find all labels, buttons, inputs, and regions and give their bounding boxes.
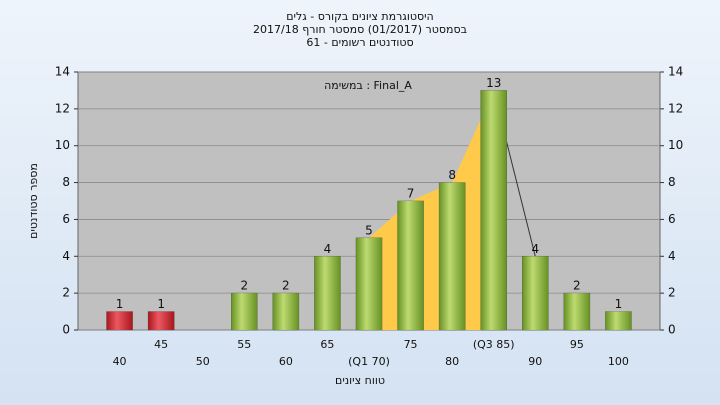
bar-shade (605, 311, 632, 330)
data-label: 4 (324, 242, 332, 256)
bar-shade (148, 311, 175, 330)
y-tick-label: 12 (668, 101, 683, 115)
data-label: 2 (282, 279, 290, 293)
x-tick-label: 95 (570, 338, 584, 351)
bar-shade (231, 293, 258, 330)
bar-shade (480, 90, 507, 330)
y-tick-label: 10 (668, 138, 683, 152)
data-label: 1 (116, 297, 124, 311)
y-tick-label: 14 (55, 65, 70, 79)
y-tick-label: 2 (62, 286, 70, 300)
x-tick-label: 90 (528, 355, 542, 368)
x-tick-label: 45 (154, 338, 168, 351)
y-tick-label: 14 (668, 65, 683, 79)
y-tick-label: 6 (668, 212, 676, 226)
y-tick-label: 0 (668, 323, 676, 337)
y-tick-label: 4 (62, 249, 70, 263)
y-axis-label: מספר סטודנטים (27, 163, 40, 239)
data-label: 8 (448, 168, 456, 182)
data-label: 1 (615, 297, 623, 311)
x-tick-label: (Q3 85) (473, 338, 515, 351)
bar-shade (439, 182, 466, 330)
x-tick-label: 50 (196, 355, 210, 368)
y-tick-label: 10 (55, 138, 70, 152)
y-tick-label: 8 (62, 175, 70, 189)
annotation: במשימה : Final_A (324, 79, 412, 92)
bar-shade (314, 256, 341, 330)
y-tick-label: 6 (62, 212, 70, 226)
y-tick-label: 2 (668, 286, 676, 300)
bar-shade (563, 293, 590, 330)
data-label: 13 (486, 76, 501, 90)
data-label: 4 (531, 242, 539, 256)
bar-shade (272, 293, 299, 330)
x-tick-label: 80 (445, 355, 459, 368)
x-tick-label: 65 (320, 338, 334, 351)
bar-shade (522, 256, 549, 330)
bar-shade (106, 311, 133, 330)
y-tick-label: 0 (62, 323, 70, 337)
x-tick-label: 60 (279, 355, 293, 368)
data-label: 7 (407, 187, 415, 201)
x-tick-label: 40 (113, 355, 127, 368)
x-tick-label: 75 (404, 338, 418, 351)
bar-shade (356, 237, 382, 330)
chart-subtitle: סטודנטים רשומים - 61 (306, 36, 413, 49)
y-tick-label: 12 (55, 101, 70, 115)
bar-shade (397, 201, 424, 330)
chart-title: היסטוגרמת ציונים בקורס - גלים (286, 10, 434, 23)
data-label: 2 (240, 279, 248, 293)
data-label: 2 (573, 279, 581, 293)
x-tick-label: 100 (608, 355, 629, 368)
chart-subtitle: בסמסטר (01/2017) סמסטר חורף 2017/18 (253, 23, 467, 36)
y-tick-label: 8 (668, 175, 676, 189)
x-tick-label: 55 (237, 338, 251, 351)
x-axis-label: טווח ציונים (335, 374, 385, 387)
data-label: 5 (365, 223, 373, 237)
y-tick-label: 4 (668, 249, 676, 263)
x-tick-label: (Q1 70) (348, 355, 390, 368)
data-label: 1 (157, 297, 165, 311)
